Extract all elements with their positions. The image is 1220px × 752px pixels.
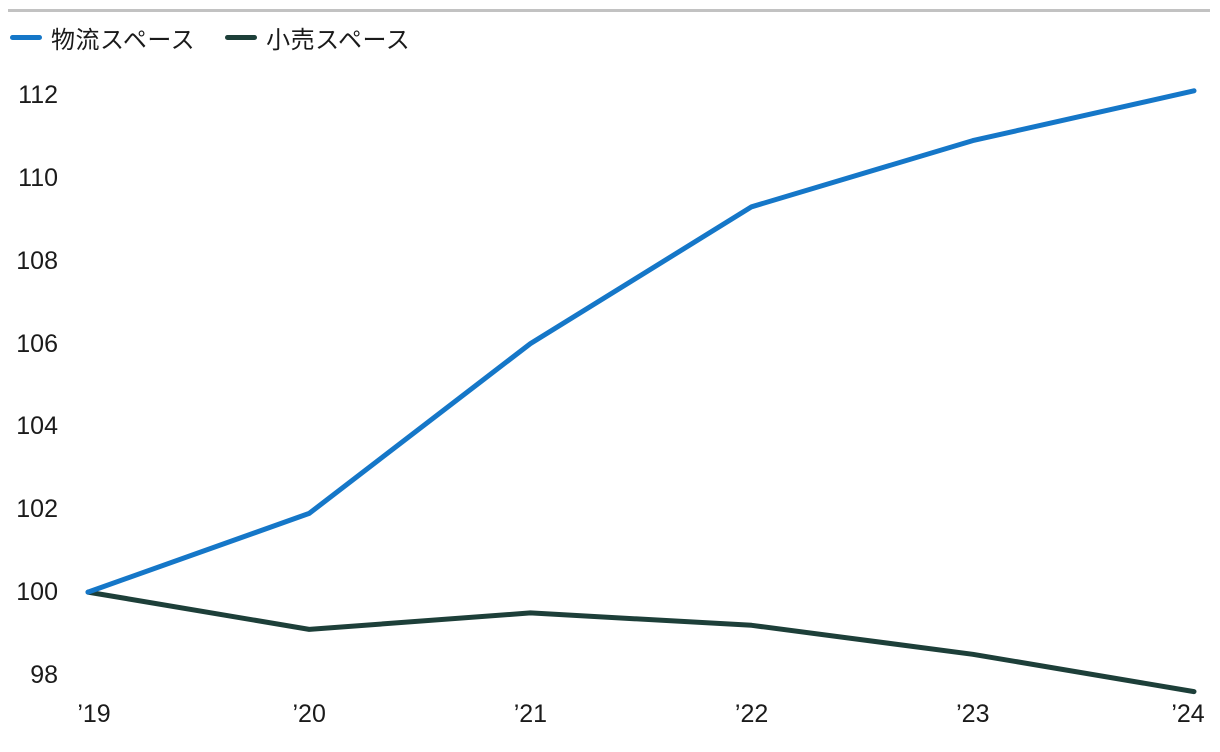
legend-line-swatch-logistics (10, 35, 42, 40)
x-tick-label-2: ’20 (292, 700, 326, 728)
legend-line-swatch-retail (225, 35, 258, 40)
x-tick-label-6: ’24 (1171, 700, 1205, 728)
y-tick-label-104: 104 (16, 412, 58, 441)
y-tick-label-102: 102 (16, 495, 58, 524)
series-line-1 (85, 589, 1197, 695)
x-tick-label-5: ’23 (956, 700, 990, 728)
legend-label-retail: 小売スペース (266, 27, 411, 54)
y-tick-label-108: 108 (16, 246, 58, 275)
legend-label-logistics: 物流スペース (51, 27, 196, 54)
y-tick-label-100: 100 (16, 578, 58, 607)
series-line-0 (85, 88, 1197, 595)
legend-item-retail-space: 小売スペース (225, 20, 410, 55)
top-divider-rule (8, 9, 1210, 12)
y-tick-label-112: 112 (18, 81, 58, 109)
x-tick-label-3: ’21 (513, 700, 548, 728)
x-tick-label-4: ’22 (734, 700, 769, 728)
y-tick-label-106: 106 (16, 329, 58, 358)
chart-legend: 物流スペース 小売スペース (10, 20, 410, 55)
legend-item-logistics-space: 物流スペース (10, 20, 195, 55)
y-tick-label-98: 98 (30, 661, 58, 689)
y-tick-label-110: 110 (18, 163, 58, 192)
x-tick-label-1: ’19 (77, 700, 111, 728)
